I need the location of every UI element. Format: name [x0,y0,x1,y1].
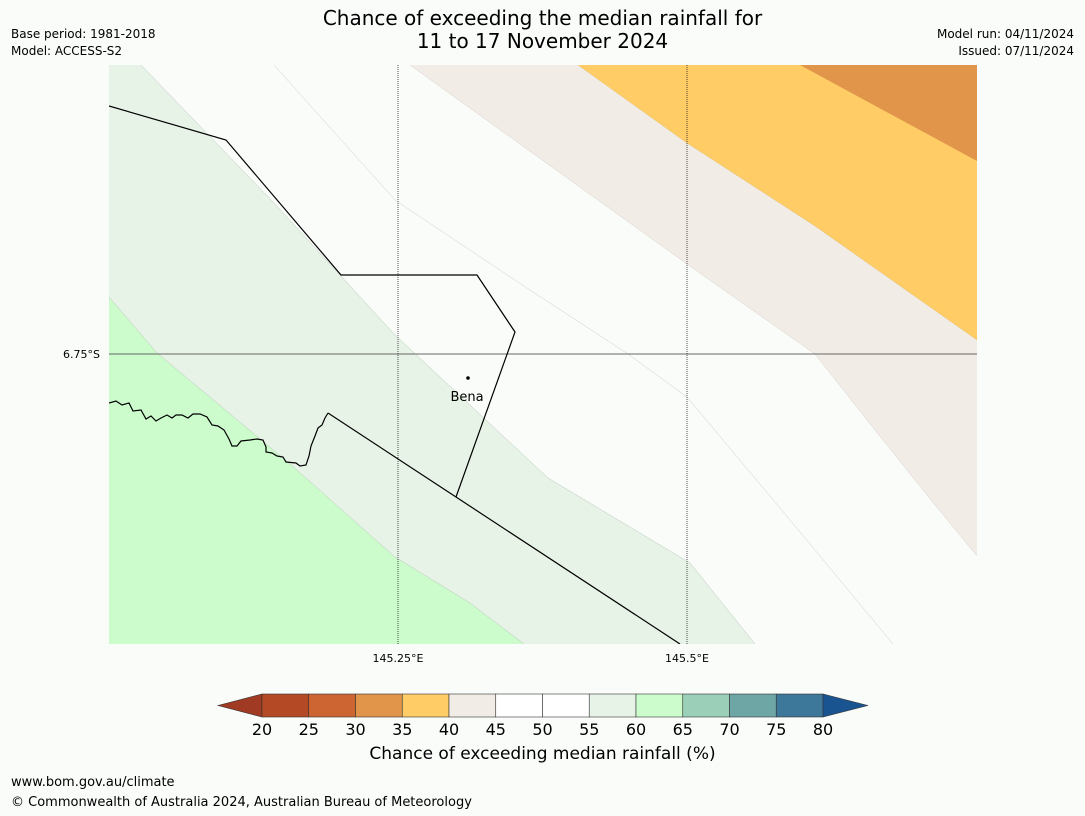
title-line-2: 11 to 17 November 2024 [416,29,669,53]
zone-60 [109,297,524,644]
colorbar-tick-label: 40 [439,720,459,739]
colorbar-tick-label: 20 [252,720,272,739]
title-line-1: Chance of exceeding the median rainfall … [322,6,763,30]
river-line [109,400,329,467]
colorbar-segment [261,693,310,718]
contour-line [409,65,977,557]
colorbar-segment [635,693,684,718]
colorbar-tick-label: 80 [813,720,833,739]
colorbar-extension-high [822,693,869,718]
footer-url: www.bom.gov.au/climate [11,775,175,790]
colorbar-segment [355,693,403,718]
zone-30 [800,65,977,161]
colorbar-tick-label: 35 [392,720,412,739]
colorbar-segment [308,693,356,718]
colorbar-extension-low [216,693,263,718]
issued-text: Issued: 07/11/2024 [958,44,1074,58]
contour-line [577,65,977,341]
contour-line [140,65,756,644]
model-run-text: Model run: 04/11/2024 [936,27,1074,41]
map-panel [109,65,977,644]
colorbar-tick-label: 70 [719,720,739,739]
bena-marker [466,376,470,380]
colorbar-segment [729,693,777,718]
colorbar-tick-label: 30 [345,720,365,739]
contour-line [109,296,525,644]
colorbar-segment [775,693,824,718]
colorbar-tick-label: 25 [299,720,319,739]
province-boundary [327,412,681,644]
meta-right: Model run: 04/11/2024 Issued: 07/11/2024 [937,26,1074,60]
colorbar-segment [495,693,543,718]
colorbar-segment [682,693,730,718]
colorbar-label: Chance of exceeding median rainfall (%) [369,744,716,764]
province-boundary [109,105,516,498]
lat-label: 6.75°S [63,348,100,361]
colorbar-tick-label: 45 [486,720,506,739]
colorbar-tick-label: 60 [626,720,646,739]
bena-label: Bena [450,390,483,405]
colorbar-tick-label: 75 [766,720,786,739]
model-text: Model: ACCESS-S2 [11,44,123,58]
colorbar-segment [448,693,497,718]
map-title: Chance of exceeding the median rainfall … [0,7,1085,53]
colorbar-segment [542,693,590,718]
meta-left: Base period: 1981-2018 Model: ACCESS-S2 [11,26,156,60]
colorbar-tick-label: 65 [673,720,693,739]
colorbar-tick-label: 50 [532,720,552,739]
lon-label: 145.25°E [373,652,424,665]
zone-35 [578,65,977,340]
colorbar-tick-label: 55 [579,720,599,739]
colorbar: 20 25 30 35 40 45 50 55 60 65 70 75 80 [216,693,869,739]
base-period-text: Base period: 1981-2018 [11,27,156,41]
colorbar-segment [588,693,637,718]
colorbar-segment [401,693,450,718]
footer-copyright: © Commonwealth of Australia 2024, Austra… [11,795,472,810]
lon-label: 145.5°E [665,652,709,665]
